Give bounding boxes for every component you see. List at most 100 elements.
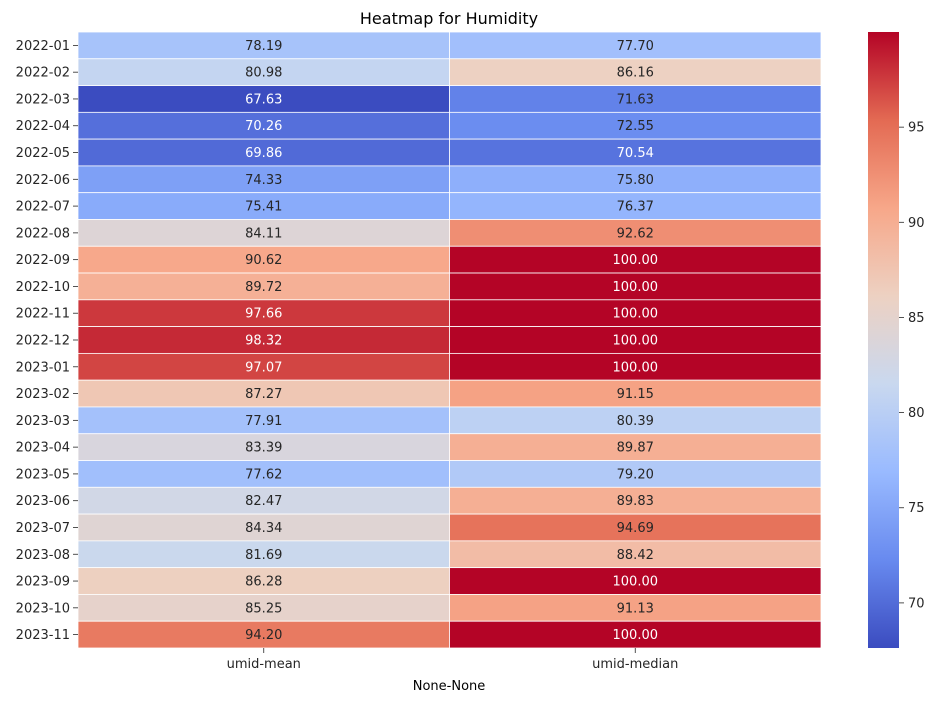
- row-tick-label: 2023-04: [16, 441, 70, 456]
- heatmap-cell: [449, 165, 822, 194]
- cell-value-label: 91.13: [617, 601, 654, 616]
- heatmap-cell: [449, 85, 822, 113]
- row-tick-label: 2023-01: [16, 360, 70, 375]
- cell-value-label: 97.66: [245, 307, 282, 322]
- row-tick-label: 2022-09: [16, 253, 70, 268]
- heatmap-cell: [449, 567, 822, 595]
- heatmap-cell: [449, 299, 822, 328]
- heatmap-cell: [77, 513, 450, 542]
- row-tick-label: 2022-06: [16, 173, 70, 188]
- cell-value-label: 100.00: [613, 253, 659, 268]
- cell-value-label: 100.00: [613, 307, 659, 322]
- heatmap-cell: [449, 352, 822, 381]
- heatmap-cell: [449, 219, 822, 247]
- cell-value-label: 90.62: [245, 253, 282, 268]
- row-tick-label: 2022-11: [16, 307, 70, 322]
- cell-value-label: 97.07: [245, 360, 282, 375]
- heatmap-cell: [77, 406, 450, 435]
- heatmap-cells: 78.19 77.70 80.98 86.16 67.63 71.63 70.26 72.55…: [77, 31, 822, 649]
- heatmap-cell: [449, 31, 822, 60]
- cell-value-label: 86.28: [245, 575, 282, 590]
- cell-value-label: 76.37: [617, 200, 654, 215]
- row-tick-label: 2022-04: [16, 119, 70, 134]
- cell-value-label: 71.63: [617, 92, 654, 107]
- colorbar-tick-label: 90: [908, 216, 925, 231]
- heatmap-cell: [77, 433, 450, 461]
- cell-value-label: 92.62: [617, 226, 654, 241]
- row-tick-labels: 2022-01 2022-02 2022-03 2022-04 2022-05 2022-…: [16, 39, 78, 643]
- heatmap-cell: [449, 620, 822, 649]
- cell-value-label: 77.62: [245, 467, 282, 482]
- cell-value-label: 81.69: [245, 548, 282, 563]
- colorbar-tick-label: 70: [908, 596, 925, 611]
- cell-value-label: 83.39: [245, 441, 282, 456]
- cell-value-label: 75.41: [245, 200, 282, 215]
- cell-value-label: 84.11: [245, 226, 282, 241]
- heatmap-cell: [77, 379, 450, 408]
- cell-value-label: 75.80: [617, 173, 654, 188]
- heatmap-cell: [449, 192, 822, 220]
- cell-value-label: 100.00: [613, 280, 659, 295]
- cell-value-label: 87.27: [245, 387, 282, 402]
- heatmap-cell: [77, 326, 450, 354]
- heatmap-cell: [77, 540, 450, 569]
- heatmap-cell: [77, 620, 450, 649]
- cell-value-label: 89.87: [617, 441, 654, 456]
- heatmap-cell: [77, 299, 450, 328]
- cell-value-label: 70.26: [245, 119, 282, 134]
- colorbar-tick-label: 80: [908, 406, 925, 421]
- heatmap-cell: [449, 594, 822, 622]
- cell-value-label: 89.83: [617, 494, 654, 509]
- cell-value-label: 100.00: [613, 628, 659, 643]
- row-tick-label: 2022-10: [16, 280, 70, 295]
- cell-value-label: 80.39: [617, 414, 654, 429]
- cell-value-label: 78.19: [245, 39, 282, 54]
- heatmap-cell: [449, 111, 822, 140]
- heatmap-cell: [77, 352, 450, 381]
- column-tick-label: umid-median: [592, 657, 678, 672]
- cell-value-label: 69.86: [245, 146, 282, 161]
- heatmap-cell: [449, 486, 822, 515]
- cell-value-label: 85.25: [245, 601, 282, 616]
- cell-value-label: 88.42: [617, 548, 654, 563]
- row-tick-label: 2022-03: [16, 92, 70, 107]
- row-tick-label: 2023-08: [16, 548, 70, 563]
- cell-value-label: 82.47: [245, 494, 282, 509]
- cell-value-label: 100.00: [613, 575, 659, 590]
- row-tick-label: 2023-10: [16, 601, 70, 616]
- heatmap-cell: [77, 594, 450, 622]
- row-tick-label: 2023-06: [16, 494, 70, 509]
- heatmap-cell: [449, 245, 822, 274]
- colorbar: 70 75 80 85 90 95: [868, 32, 925, 648]
- heatmap-cell: [77, 272, 450, 301]
- cell-value-label: 91.15: [617, 387, 654, 402]
- cell-value-label: 94.69: [617, 521, 654, 536]
- cell-value-label: 77.70: [617, 39, 654, 54]
- cell-value-label: 89.72: [245, 280, 282, 295]
- cell-value-label: 100.00: [613, 360, 659, 375]
- row-tick-label: 2023-09: [16, 575, 70, 590]
- cell-value-label: 94.20: [245, 628, 282, 643]
- heatmap-cell: [449, 138, 822, 167]
- cell-value-label: 72.55: [617, 119, 654, 134]
- row-tick-label: 2022-05: [16, 146, 70, 161]
- colorbar-tick-label: 95: [908, 121, 925, 136]
- row-tick-label: 2023-02: [16, 387, 70, 402]
- cell-value-label: 84.34: [245, 521, 282, 536]
- cell-value-label: 80.98: [245, 66, 282, 81]
- heatmap-cell: [449, 272, 822, 301]
- x-axis-label: None-None: [413, 679, 486, 694]
- column-tick-labels: umid-mean umid-median: [227, 648, 678, 672]
- cell-value-label: 67.63: [245, 92, 282, 107]
- heatmap-cell: [449, 58, 822, 86]
- heatmap-cell: [77, 31, 450, 60]
- row-tick-label: 2022-07: [16, 200, 70, 215]
- row-tick-label: 2023-03: [16, 414, 70, 429]
- colorbar-tick-label: 75: [908, 501, 925, 516]
- heatmap-cell: [449, 540, 822, 569]
- row-tick-label: 2022-08: [16, 226, 70, 241]
- heatmap-cell: [449, 326, 822, 354]
- heatmap-cell: [449, 406, 822, 435]
- row-tick-label: 2023-07: [16, 521, 70, 536]
